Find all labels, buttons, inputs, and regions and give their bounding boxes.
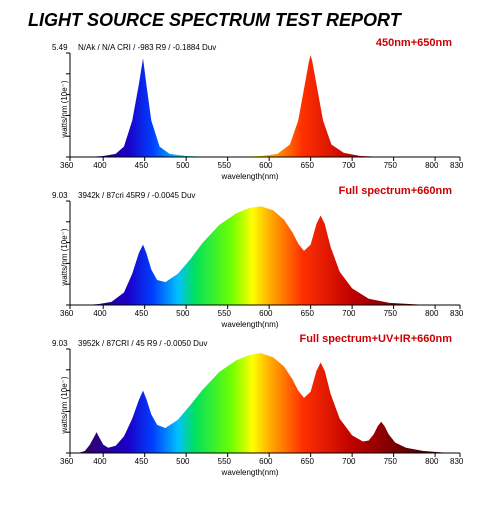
x-tick-label: 360 (60, 309, 73, 318)
spectrum-curve (70, 206, 460, 305)
x-tick-label: 700 (342, 309, 355, 318)
chart-svg (30, 39, 470, 179)
spectrum-curve (70, 353, 460, 453)
x-tick-label: 600 (259, 161, 272, 170)
x-tick-label: 500 (176, 457, 189, 466)
x-tick-label: 450 (135, 161, 148, 170)
x-tick-label: 400 (93, 309, 106, 318)
x-tick-label: 500 (176, 161, 189, 170)
x-tick-label: 700 (342, 457, 355, 466)
x-tick-label: 360 (60, 457, 73, 466)
x-tick-label: 830 (450, 309, 463, 318)
x-tick-label: 600 (259, 457, 272, 466)
x-tick-label: 650 (301, 457, 314, 466)
x-tick-label: 800 (425, 457, 438, 466)
chart-svg (30, 187, 470, 327)
x-tick-label: 750 (384, 309, 397, 318)
x-tick-label: 550 (218, 309, 231, 318)
x-tick-label: 700 (342, 161, 355, 170)
x-tick-label: 450 (135, 309, 148, 318)
spectrum-chart: 450nm+650nmN/Ak / N/A CRI / -983 R9 / -0… (30, 39, 470, 179)
x-tick-label: 750 (384, 161, 397, 170)
x-tick-label: 800 (425, 309, 438, 318)
page-title: LIGHT SOURCE SPECTRUM TEST REPORT (28, 10, 500, 31)
x-tick-label: 550 (218, 457, 231, 466)
x-tick-label: 600 (259, 309, 272, 318)
x-tick-label: 650 (301, 309, 314, 318)
x-tick-label: 830 (450, 457, 463, 466)
x-tick-label: 800 (425, 161, 438, 170)
spectrum-curve (70, 55, 460, 157)
chart-svg (30, 335, 470, 475)
x-tick-label: 400 (93, 457, 106, 466)
spectrum-chart: Full spectrum+660nm3942k / 87cri 45R9 / … (30, 187, 470, 327)
x-tick-label: 750 (384, 457, 397, 466)
spectrum-chart: Full spectrum+UV+IR+660nm3952k / 87CRI /… (30, 335, 470, 475)
x-tick-label: 550 (218, 161, 231, 170)
x-tick-label: 400 (93, 161, 106, 170)
x-tick-label: 650 (301, 161, 314, 170)
x-tick-label: 360 (60, 161, 73, 170)
x-tick-label: 500 (176, 309, 189, 318)
x-tick-label: 830 (450, 161, 463, 170)
x-tick-label: 450 (135, 457, 148, 466)
